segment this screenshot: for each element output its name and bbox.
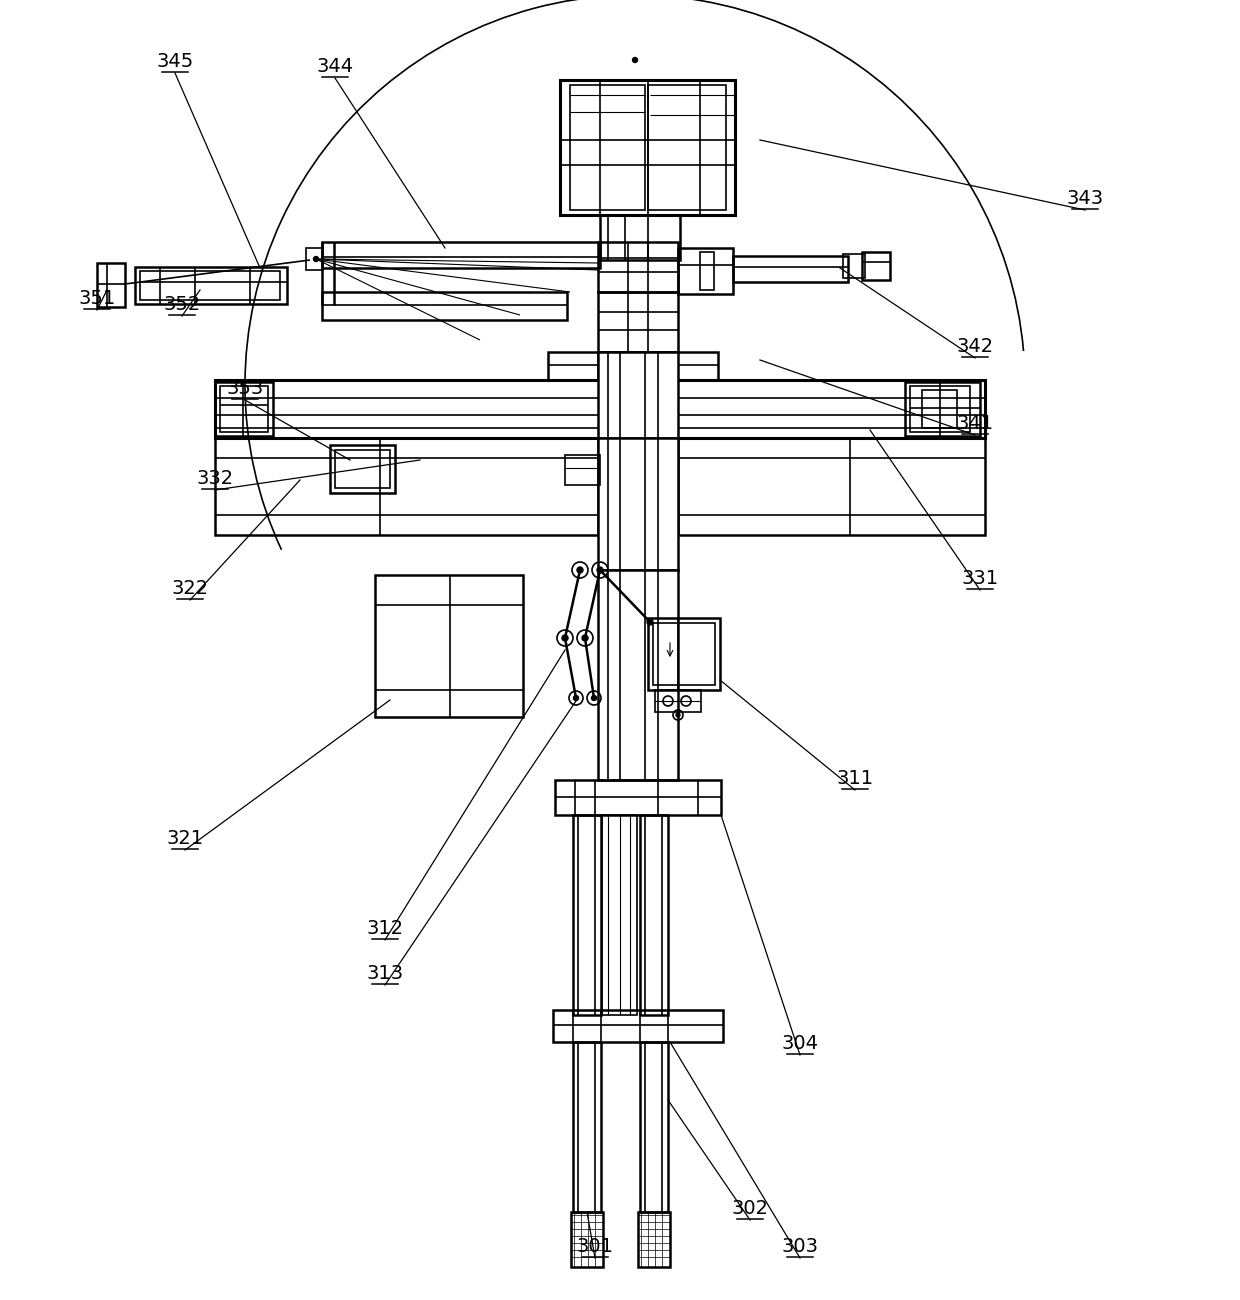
Bar	[556, 780, 720, 815]
Bar	[843, 254, 866, 278]
Text: 321: 321	[166, 829, 203, 848]
Bar	[215, 380, 985, 438]
Circle shape	[577, 567, 583, 573]
Bar	[653, 623, 715, 685]
Bar	[553, 1010, 723, 1043]
Bar	[598, 242, 678, 292]
Bar	[215, 438, 598, 536]
Bar	[598, 438, 678, 569]
Bar	[215, 382, 273, 436]
Bar	[570, 84, 645, 211]
Circle shape	[647, 619, 653, 625]
Bar	[140, 270, 280, 300]
Circle shape	[632, 57, 637, 62]
Circle shape	[596, 567, 603, 573]
Bar	[322, 292, 567, 320]
Bar	[649, 618, 720, 690]
Circle shape	[582, 634, 588, 641]
Bar	[330, 445, 396, 493]
Text: 342: 342	[956, 337, 993, 356]
Circle shape	[573, 696, 579, 701]
Bar	[639, 1212, 670, 1268]
Bar	[862, 252, 890, 280]
Text: 322: 322	[171, 578, 208, 598]
Bar	[573, 815, 601, 1015]
Bar	[570, 1212, 603, 1268]
Text: 313: 313	[367, 965, 403, 983]
Bar	[678, 248, 733, 294]
Text: 352: 352	[164, 295, 201, 315]
Bar	[560, 81, 735, 214]
Bar	[733, 256, 848, 282]
Text: 351: 351	[78, 289, 115, 308]
Text: 331: 331	[961, 569, 998, 588]
Bar	[701, 252, 714, 290]
Bar	[322, 242, 600, 268]
Bar	[135, 266, 286, 304]
Text: 343: 343	[1066, 188, 1104, 208]
Bar	[678, 438, 985, 536]
Bar	[923, 390, 957, 428]
Bar	[548, 352, 718, 380]
Bar	[640, 815, 668, 1015]
Bar	[910, 386, 970, 432]
Circle shape	[562, 634, 568, 641]
Bar	[335, 450, 391, 488]
Bar	[573, 1043, 601, 1212]
Bar	[598, 292, 678, 352]
Bar	[601, 815, 637, 1015]
Text: 304: 304	[781, 1034, 818, 1053]
Text: 301: 301	[577, 1238, 614, 1256]
Bar	[905, 382, 980, 436]
Text: 344: 344	[316, 57, 353, 75]
Text: 332: 332	[196, 469, 233, 488]
Bar	[598, 352, 678, 438]
Bar	[640, 1043, 668, 1212]
Circle shape	[314, 256, 319, 261]
Bar	[565, 455, 600, 485]
Text: 303: 303	[781, 1238, 818, 1256]
Circle shape	[591, 696, 596, 701]
Text: 353: 353	[227, 380, 264, 398]
Text: 345: 345	[156, 52, 193, 72]
Text: 311: 311	[837, 770, 873, 788]
Bar	[598, 569, 678, 780]
Bar	[306, 248, 322, 270]
Bar	[600, 214, 680, 260]
Text: 312: 312	[367, 919, 403, 939]
Bar	[649, 84, 725, 211]
Bar	[655, 690, 701, 712]
Bar	[219, 386, 268, 432]
Bar	[97, 263, 125, 307]
Text: 341: 341	[956, 413, 993, 433]
Circle shape	[676, 712, 680, 718]
Bar	[374, 575, 523, 718]
Text: 302: 302	[732, 1199, 769, 1218]
